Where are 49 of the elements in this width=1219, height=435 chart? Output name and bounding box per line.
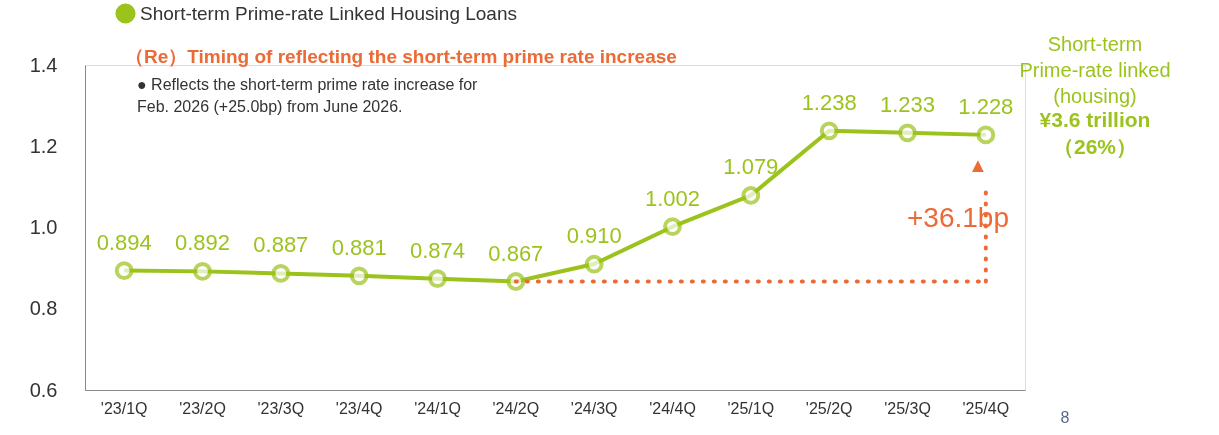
x-tick-label: '24/3Q	[570, 399, 618, 417]
point	[193, 261, 212, 281]
point	[114, 261, 134, 280]
point	[506, 272, 526, 291]
point	[584, 254, 604, 274]
data-label: 0.881	[331, 234, 387, 260]
x-tick-label: '25/1Q	[727, 399, 775, 417]
data-label: 1.228	[958, 93, 1014, 119]
annotation: Short-term Prime-rate linked (housing)	[1019, 33, 1171, 107]
data-label: 0.892	[174, 230, 231, 256]
annotation: ▲	[968, 154, 988, 176]
data-label: 0.887	[253, 232, 309, 258]
y-tick-label: 1.4	[29, 53, 58, 76]
x-tick-label: '24/1Q	[414, 399, 461, 417]
point	[741, 186, 761, 205]
x-tick-label: '24/2Q	[492, 399, 540, 417]
y-tick-label: 0.8	[29, 297, 58, 320]
point	[819, 121, 839, 141]
x-tick-label: '23/3Q	[257, 399, 305, 417]
data-label: 1.079	[723, 154, 779, 180]
x-tick-label: '23/1Q	[100, 399, 148, 417]
x-tick-label: '25/4Q	[962, 399, 1010, 417]
point	[349, 266, 369, 286]
x-tick-label: '24/4Q	[649, 399, 696, 417]
annotation: +36.1bp	[907, 202, 1009, 233]
point	[976, 125, 996, 145]
y-tick-label: 0.6	[29, 378, 58, 401]
legend-label: Short-term Prime-rate Linked Housing Loans	[140, 2, 518, 24]
data-label: 1.002	[644, 185, 701, 211]
x-tick-label: '23/4Q	[335, 399, 383, 417]
annotation: ● Reflects the short-term prime rate increase for Feb. 2026 (+25.0bp) from June 2026.	[137, 76, 479, 115]
x-tick-label: '25/3Q	[884, 399, 931, 417]
data-label: 0.867	[488, 240, 544, 266]
data-label: 0.894	[96, 229, 152, 255]
x-tick-label: '23/2Q	[179, 399, 226, 417]
y-tick-label: 1.0	[29, 216, 58, 238]
point	[663, 217, 682, 237]
text: ¥3.6 trillion （26%）	[1039, 108, 1151, 158]
x-tick-label: '25/2Q	[805, 399, 853, 417]
point	[271, 264, 291, 283]
point	[428, 269, 447, 289]
data-label: 1.233	[879, 91, 936, 117]
y-tick-label: 1.2	[29, 134, 58, 157]
point	[898, 123, 917, 143]
annotation: （Re）Timing of reflecting the short-term prime rate increase	[125, 46, 677, 67]
text: 8	[1060, 409, 1070, 426]
data-label: 0.910	[566, 223, 622, 249]
data-label: 0.874	[409, 237, 466, 263]
data-label: 1.238	[801, 89, 857, 115]
